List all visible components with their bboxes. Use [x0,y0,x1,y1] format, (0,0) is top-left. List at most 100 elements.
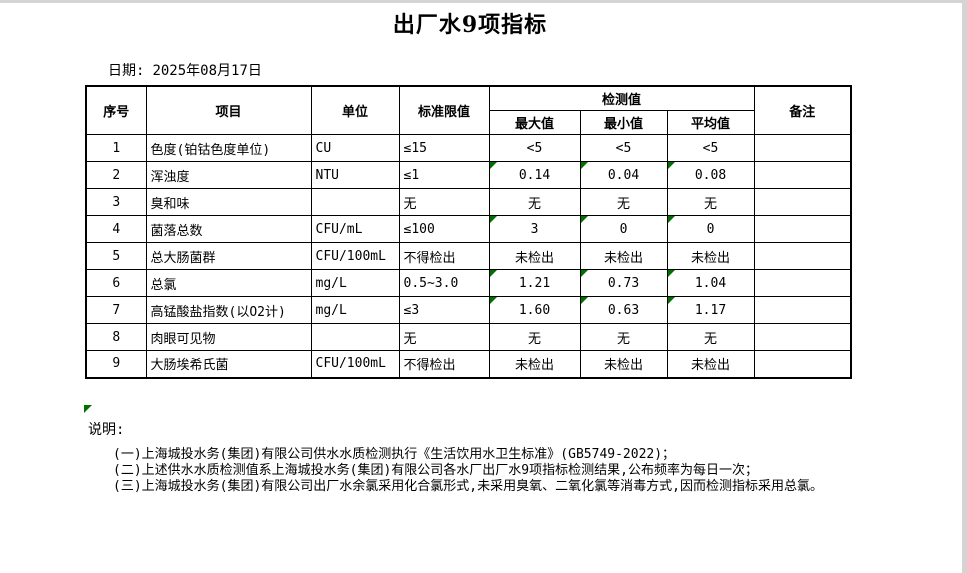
cell-avg: 未检出 [666,350,755,378]
note-line: (一)上海城投水务(集团)有限公司供水水质检测执行《生活饮用水卫生标准》(GB5… [113,447,676,462]
cell-unit: NTU [310,161,400,189]
comment-indicator-icon [581,162,588,169]
table-row: 6 总氯 mg/L 0.5~3.0 1.21 0.73 1.04 [85,269,852,297]
date-label: 日期: [108,63,145,79]
cell-item: 色度(铂钴色度单位) [145,134,312,162]
date-value: 2025年08月17日 [152,63,262,79]
cell-limit: 无 [398,188,490,216]
comment-indicator-icon [490,270,497,277]
table-row: 3 臭和味无无无无 [85,188,852,216]
cell-min: 无 [579,188,668,216]
cell-index: 3 [85,188,147,216]
cell-item: 臭和味 [145,188,312,216]
cell-remark [753,269,852,297]
cell-item: 浑浊度 [145,161,312,189]
cell-max: 1.21 [488,269,581,297]
cell-item: 总氯 [145,269,312,297]
cell-avg: 无 [666,323,755,351]
cell-index: 7 [85,296,147,324]
comment-indicator-icon [668,216,675,223]
table-row: 4 菌落总数 CFU/mL ≤100 3 0 0 [85,215,852,243]
cell-index: 4 [85,215,147,243]
cell-remark [753,161,852,189]
cell-min: 无 [579,323,668,351]
date-line: 日期: 2025年08月17日 [108,60,262,80]
header-limit: 标准限值 [398,85,490,135]
cell-remark [753,296,852,324]
cell-max: 3 [488,215,581,243]
cell-remark [753,188,852,216]
table-row: 2 浑浊度 NTU ≤1 0.14 0.04 0.08 [85,161,852,189]
cell-max: 无 [488,188,581,216]
comment-indicator-icon [668,270,675,277]
cell-max: 未检出 [488,242,581,270]
cell-index: 2 [85,161,147,189]
cell-limit: ≤3 [398,296,490,324]
indicators-table: 序号 项目 单位 标准限值 检测值 备注 最大值 最小值 平均值 1 色度(铂钴色… [85,85,852,379]
cell-avg: 1.04 [666,269,755,297]
notes: (一)上海城投水务(集团)有限公司供水水质检测执行《生活饮用水卫生标准》(GB5… [113,447,823,495]
cell-limit: 0.5~3.0 [398,269,490,297]
comment-indicator-icon [668,297,675,304]
cell-min: 0 [579,215,668,243]
header-item: 项目 [145,85,312,135]
comment-indicator-icon [581,270,588,277]
comment-indicator-icon [668,162,675,169]
header-max: 最大值 [488,110,581,135]
comment-indicator-icon [490,162,497,169]
header-avg: 平均值 [666,110,755,135]
cell-index: 6 [85,269,147,297]
cell-min: <5 [579,134,668,162]
table-row: 5 总大肠菌群 CFU/100mL 不得检出 未检出 未检出 未检出 [85,242,852,270]
header-detection: 检测值 [488,85,755,111]
cell-min: 0.04 [579,161,668,189]
cell-limit: 不得检出 [398,242,490,270]
cell-avg: 1.17 [666,296,755,324]
cell-remark [753,350,852,378]
cell-min: 未检出 [579,350,668,378]
notes-label: 说明: [88,422,125,438]
cell-unit: CU [310,134,400,162]
cell-item: 高锰酸盐指数(以O2计) [145,296,312,324]
table-row: 7 高锰酸盐指数(以O2计) mg/L ≤3 1.60 0.63 1.17 [85,296,852,324]
cell-max: 1.60 [488,296,581,324]
cell-remark [753,215,852,243]
cell-min: 0.73 [579,269,668,297]
cell-unit [310,323,400,351]
cell-index: 9 [85,350,147,378]
note-line: (二)上述供水水质检测值系上海城投水务(集团)有限公司各水厂出厂水9项指标检测结… [113,463,758,478]
comment-indicator-icon [490,216,497,223]
header-unit: 单位 [310,85,400,135]
cell-item: 总大肠菌群 [145,242,312,270]
table-row: 8 肉眼可见物无无无无 [85,323,852,351]
report-page: 出厂水9项指标 日期: 2025年08月17日 序号 项目 单位 标准限值 检测值… [0,3,962,573]
header-remark: 备注 [753,85,852,135]
note-line: (三)上海城投水务(集团)有限公司出厂水余氯采用化合氯形式,未采用臭氧、二氧化氯… [113,479,823,494]
cell-limit: ≤100 [398,215,490,243]
cell-avg: 0.08 [666,161,755,189]
comment-marker-icon [84,405,92,413]
table-header: 序号 项目 单位 标准限值 检测值 备注 最大值 最小值 平均值 [85,85,852,135]
comment-indicator-icon [490,297,497,304]
cell-limit: 无 [398,323,490,351]
cell-unit: mg/L [310,269,400,297]
comment-indicator-icon [581,216,588,223]
table-row: 1 色度(铂钴色度单位) CU ≤15 <5 <5 <5 [85,134,852,162]
cell-limit: 不得检出 [398,350,490,378]
table-body: 1 色度(铂钴色度单位) CU ≤15 <5 <5 <5 2 浑浊度 NTU ≤1 0.14 0.04 0… [85,134,852,378]
page-title: 出厂水9项指标 [392,12,548,38]
cell-unit: CFU/100mL [310,242,400,270]
cell-index: 5 [85,242,147,270]
header-min: 最小值 [579,110,668,135]
cell-unit: CFU/mL [310,215,400,243]
cell-remark [753,134,852,162]
cell-item: 肉眼可见物 [145,323,312,351]
cell-avg: 未检出 [666,242,755,270]
cell-remark [753,242,852,270]
cell-limit: ≤1 [398,161,490,189]
cell-max: 未检出 [488,350,581,378]
cell-max: 0.14 [488,161,581,189]
cell-item: 菌落总数 [145,215,312,243]
cell-min: 未检出 [579,242,668,270]
cell-max: 无 [488,323,581,351]
